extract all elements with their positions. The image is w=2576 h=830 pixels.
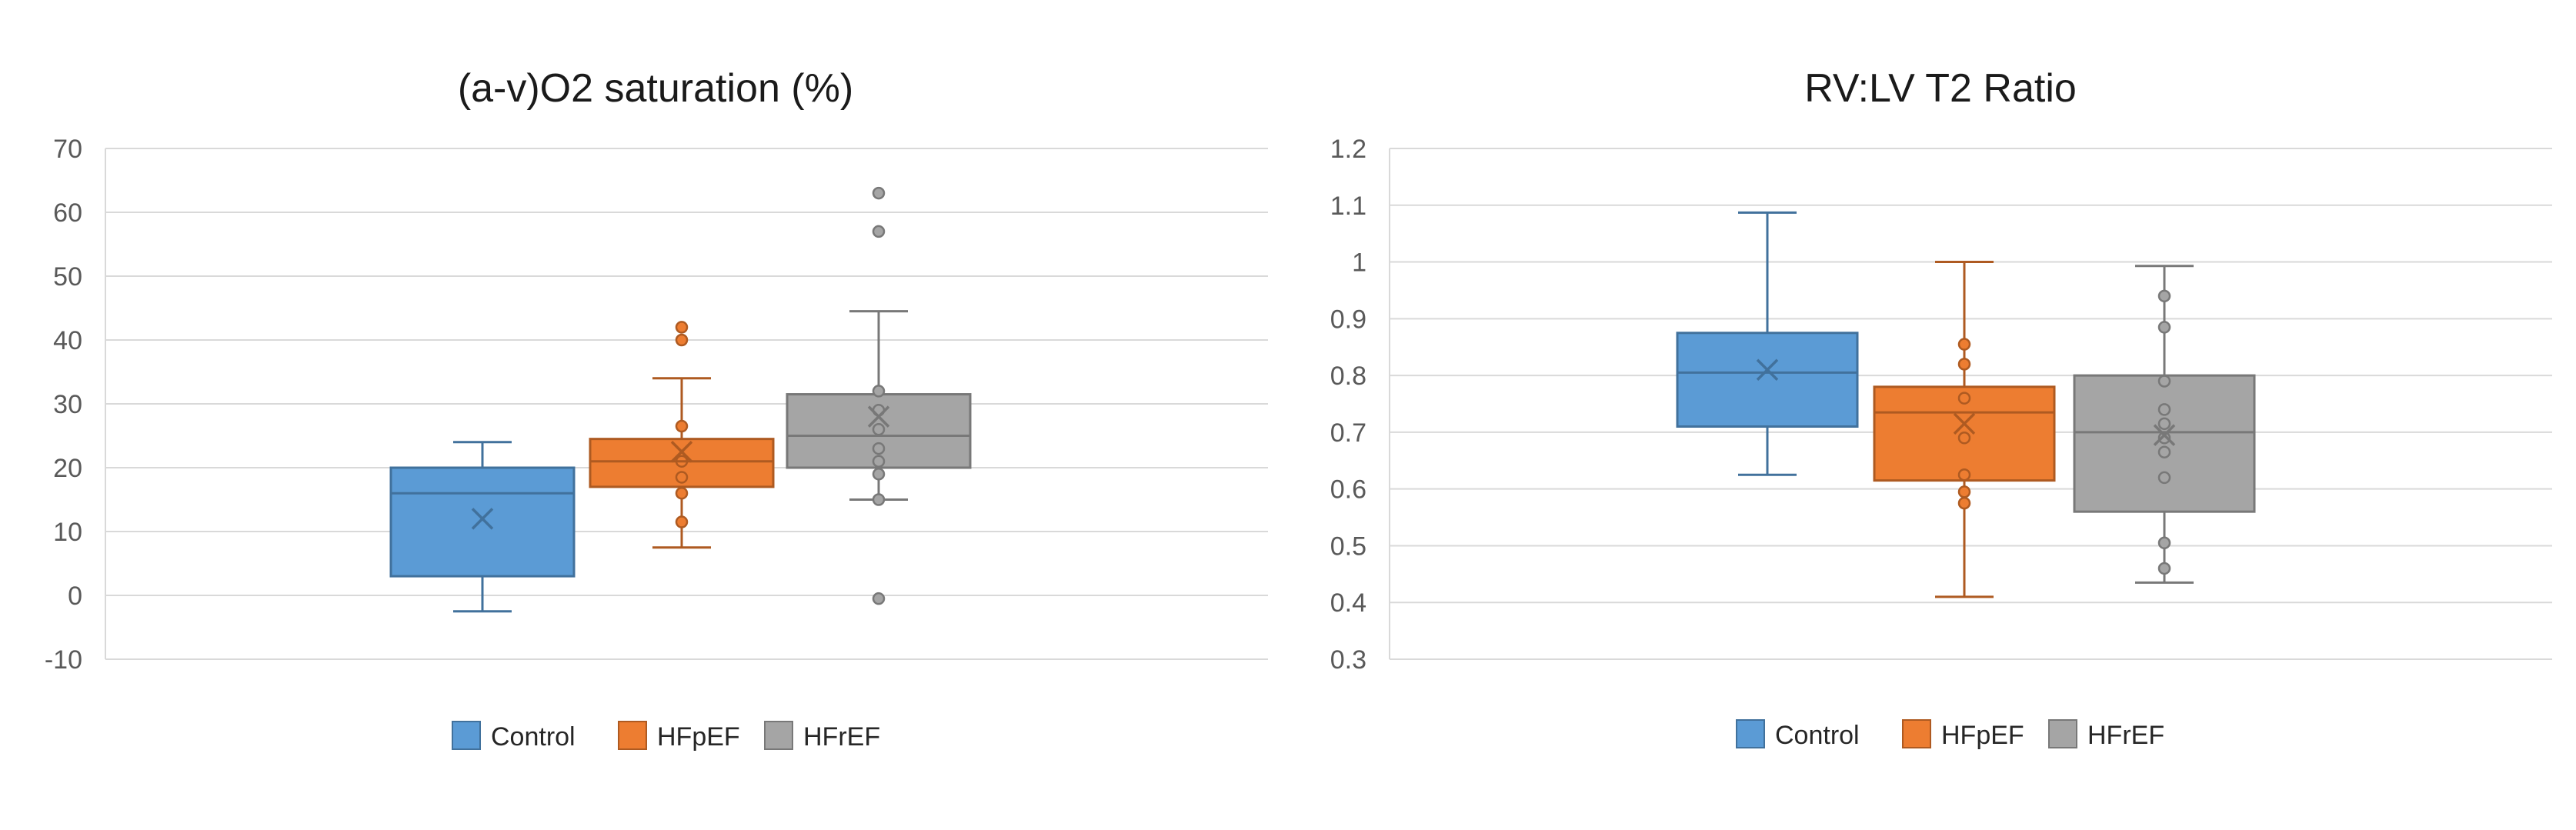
- y-tick-label: 0.3: [1330, 645, 1366, 675]
- chart-av-o2-saturation: (a-v)O2 saturation (%) 70 60 50 40 30 20 10 0 -1…: [45, 66, 1268, 752]
- box-hfref: [786, 186, 972, 605]
- legend-swatch-hfpef: [1902, 719, 1931, 748]
- box-body: [389, 466, 576, 578]
- data-point: [1957, 392, 1971, 405]
- data-point: [872, 422, 886, 436]
- mean-marker: [1756, 358, 1779, 381]
- chart-rv-lv-t2-ratio: RV:LV T2 Ratio 1.2 1.1 1 0.9 0.8 0.7 0.6 0.5 0.4…: [1330, 66, 2552, 750]
- y-tick-label: 50: [53, 262, 82, 292]
- legend-label-control: Control: [491, 722, 576, 752]
- y-tick-label: 0.9: [1330, 305, 1366, 334]
- legend-label-hfref: HFrEF: [2087, 721, 2164, 750]
- mean-marker: [670, 441, 693, 463]
- y-tick-label: 20: [53, 454, 82, 483]
- y-tick-label: 0.7: [1330, 418, 1366, 448]
- y-tick-label: 0.6: [1330, 475, 1366, 505]
- legend-label-hfpef: HFpEF: [657, 722, 740, 752]
- data-point: [675, 515, 689, 528]
- box-hfref: [2073, 265, 2256, 584]
- data-point: [872, 385, 886, 398]
- y-tick-label: 70: [53, 135, 82, 164]
- y-tick-label: 30: [53, 390, 82, 419]
- y-tick-label: 10: [53, 518, 82, 547]
- data-point: [2157, 432, 2171, 445]
- box-hfpef: [589, 321, 775, 549]
- data-point: [2157, 417, 2171, 431]
- data-point: [872, 225, 886, 238]
- data-point: [675, 321, 689, 334]
- data-point: [872, 493, 886, 506]
- box-control: [389, 441, 576, 613]
- y-tick-label: 0: [68, 582, 82, 611]
- data-point: [1957, 432, 1971, 445]
- box-control: [1676, 211, 1859, 476]
- data-point: [872, 442, 886, 455]
- mean-marker: [867, 405, 890, 428]
- data-point: [2157, 445, 2171, 458]
- legend: Control HFpEF HFrEF: [452, 721, 880, 752]
- data-point: [1957, 496, 1971, 510]
- y-tick-label: 0.4: [1330, 588, 1366, 618]
- chart-title: (a-v)O2 saturation (%): [458, 66, 853, 111]
- legend: Control HFpEF HFrEF: [1736, 719, 2164, 750]
- y-tick-label: -10: [45, 645, 82, 675]
- data-point: [2157, 471, 2171, 485]
- data-point: [675, 455, 689, 468]
- legend-swatch-hfref: [764, 721, 793, 750]
- data-point: [872, 592, 886, 605]
- y-tick-label: 0.5: [1330, 532, 1366, 561]
- data-point: [2157, 375, 2171, 388]
- legend-swatch-control: [1736, 719, 1765, 748]
- mean-marker: [2153, 424, 2176, 446]
- data-point: [2157, 289, 2171, 303]
- y-tick-label: 1.2: [1330, 135, 1366, 164]
- data-point: [2157, 321, 2171, 334]
- chart-title: RV:LV T2 Ratio: [1804, 66, 2077, 111]
- legend-swatch-hfref: [2048, 719, 2077, 748]
- data-point: [675, 419, 689, 433]
- y-tick-label: 40: [53, 326, 82, 355]
- data-point: [1957, 485, 1971, 498]
- data-point: [872, 468, 886, 481]
- y-tick-label: 60: [53, 198, 82, 228]
- data-point: [675, 471, 689, 484]
- data-point: [1957, 468, 1971, 482]
- y-tick-label: 1.1: [1330, 192, 1366, 221]
- data-point: [872, 455, 886, 468]
- data-point: [1957, 358, 1971, 371]
- legend-label-hfref: HFrEF: [803, 722, 880, 752]
- box-body: [1873, 385, 2056, 482]
- data-point: [2157, 403, 2171, 416]
- data-point: [872, 186, 886, 200]
- data-point: [1957, 338, 1971, 351]
- data-point: [675, 333, 689, 347]
- legend-label-control: Control: [1775, 721, 1860, 750]
- box-body: [1676, 332, 1859, 428]
- y-tick-label: 1: [1352, 248, 1366, 278]
- box-body: [589, 438, 775, 488]
- legend-swatch-hfpef: [618, 721, 647, 750]
- y-tick-label: 0.8: [1330, 362, 1366, 391]
- data-point: [2157, 536, 2171, 550]
- legend-label-hfpef: HFpEF: [1941, 721, 2024, 750]
- data-point: [2157, 562, 2171, 575]
- mean-marker: [471, 508, 494, 530]
- box-hfpef: [1873, 261, 2056, 598]
- mean-marker: [1953, 412, 1976, 435]
- legend-swatch-control: [452, 721, 481, 750]
- data-point: [675, 486, 689, 500]
